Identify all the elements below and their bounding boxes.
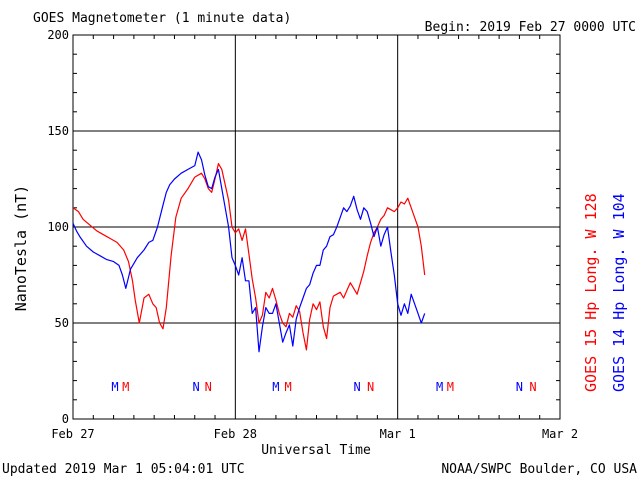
event-marker: M (436, 380, 443, 394)
event-marker: N (516, 380, 523, 394)
event-marker: M (122, 380, 129, 394)
x-axis-label: Universal Time (261, 443, 371, 458)
updated-timestamp: Updated 2019 Mar 1 05:04:01 UTC (2, 462, 245, 477)
event-marker: M (447, 380, 454, 394)
x-tick-label: Mar 1 (380, 427, 416, 441)
y-tick-label: 0 (62, 412, 69, 426)
legend: GOES 15 Hp Long. W 128 GOES 14 Hp Long. W… (582, 193, 628, 392)
x-tick-label: Feb 28 (214, 427, 257, 441)
event-marker: M (284, 380, 291, 394)
y-axis-label: NanoTesla (nT) (12, 185, 30, 311)
y-tick-label: 50 (55, 316, 69, 330)
grid-lines (72, 34, 561, 420)
y-tick-label: 100 (47, 220, 69, 234)
event-marker: N (192, 380, 199, 394)
y-tick-label: 200 (47, 28, 69, 42)
data-series (72, 151, 426, 353)
x-tick-label: Feb 27 (51, 427, 94, 441)
y-tick-label: 150 (47, 124, 69, 138)
x-tick-labels: Feb 27 Feb 28 Mar 1 Mar 2 (51, 427, 578, 441)
chart-title: GOES Magnetometer (1 minute data) (33, 11, 291, 26)
event-marker: M (272, 380, 279, 394)
event-marker: N (529, 380, 536, 394)
event-marker: N (205, 380, 212, 394)
event-marker: N (367, 380, 374, 394)
source-credit: NOAA/SWPC Boulder, CO USA (441, 462, 637, 477)
series-line-goes14 (72, 151, 426, 353)
x-tick-label: Mar 2 (542, 427, 578, 441)
event-marker: M (111, 380, 118, 394)
begin-time: Begin: 2019 Feb 27 0000 UTC (425, 20, 636, 35)
y-tick-labels: 0 50 100 150 200 (47, 28, 69, 426)
legend-entry: GOES 15 Hp Long. W 128 (582, 193, 600, 392)
legend-entry: GOES 14 Hp Long. W 104 (610, 193, 628, 392)
event-marker: N (353, 380, 360, 394)
